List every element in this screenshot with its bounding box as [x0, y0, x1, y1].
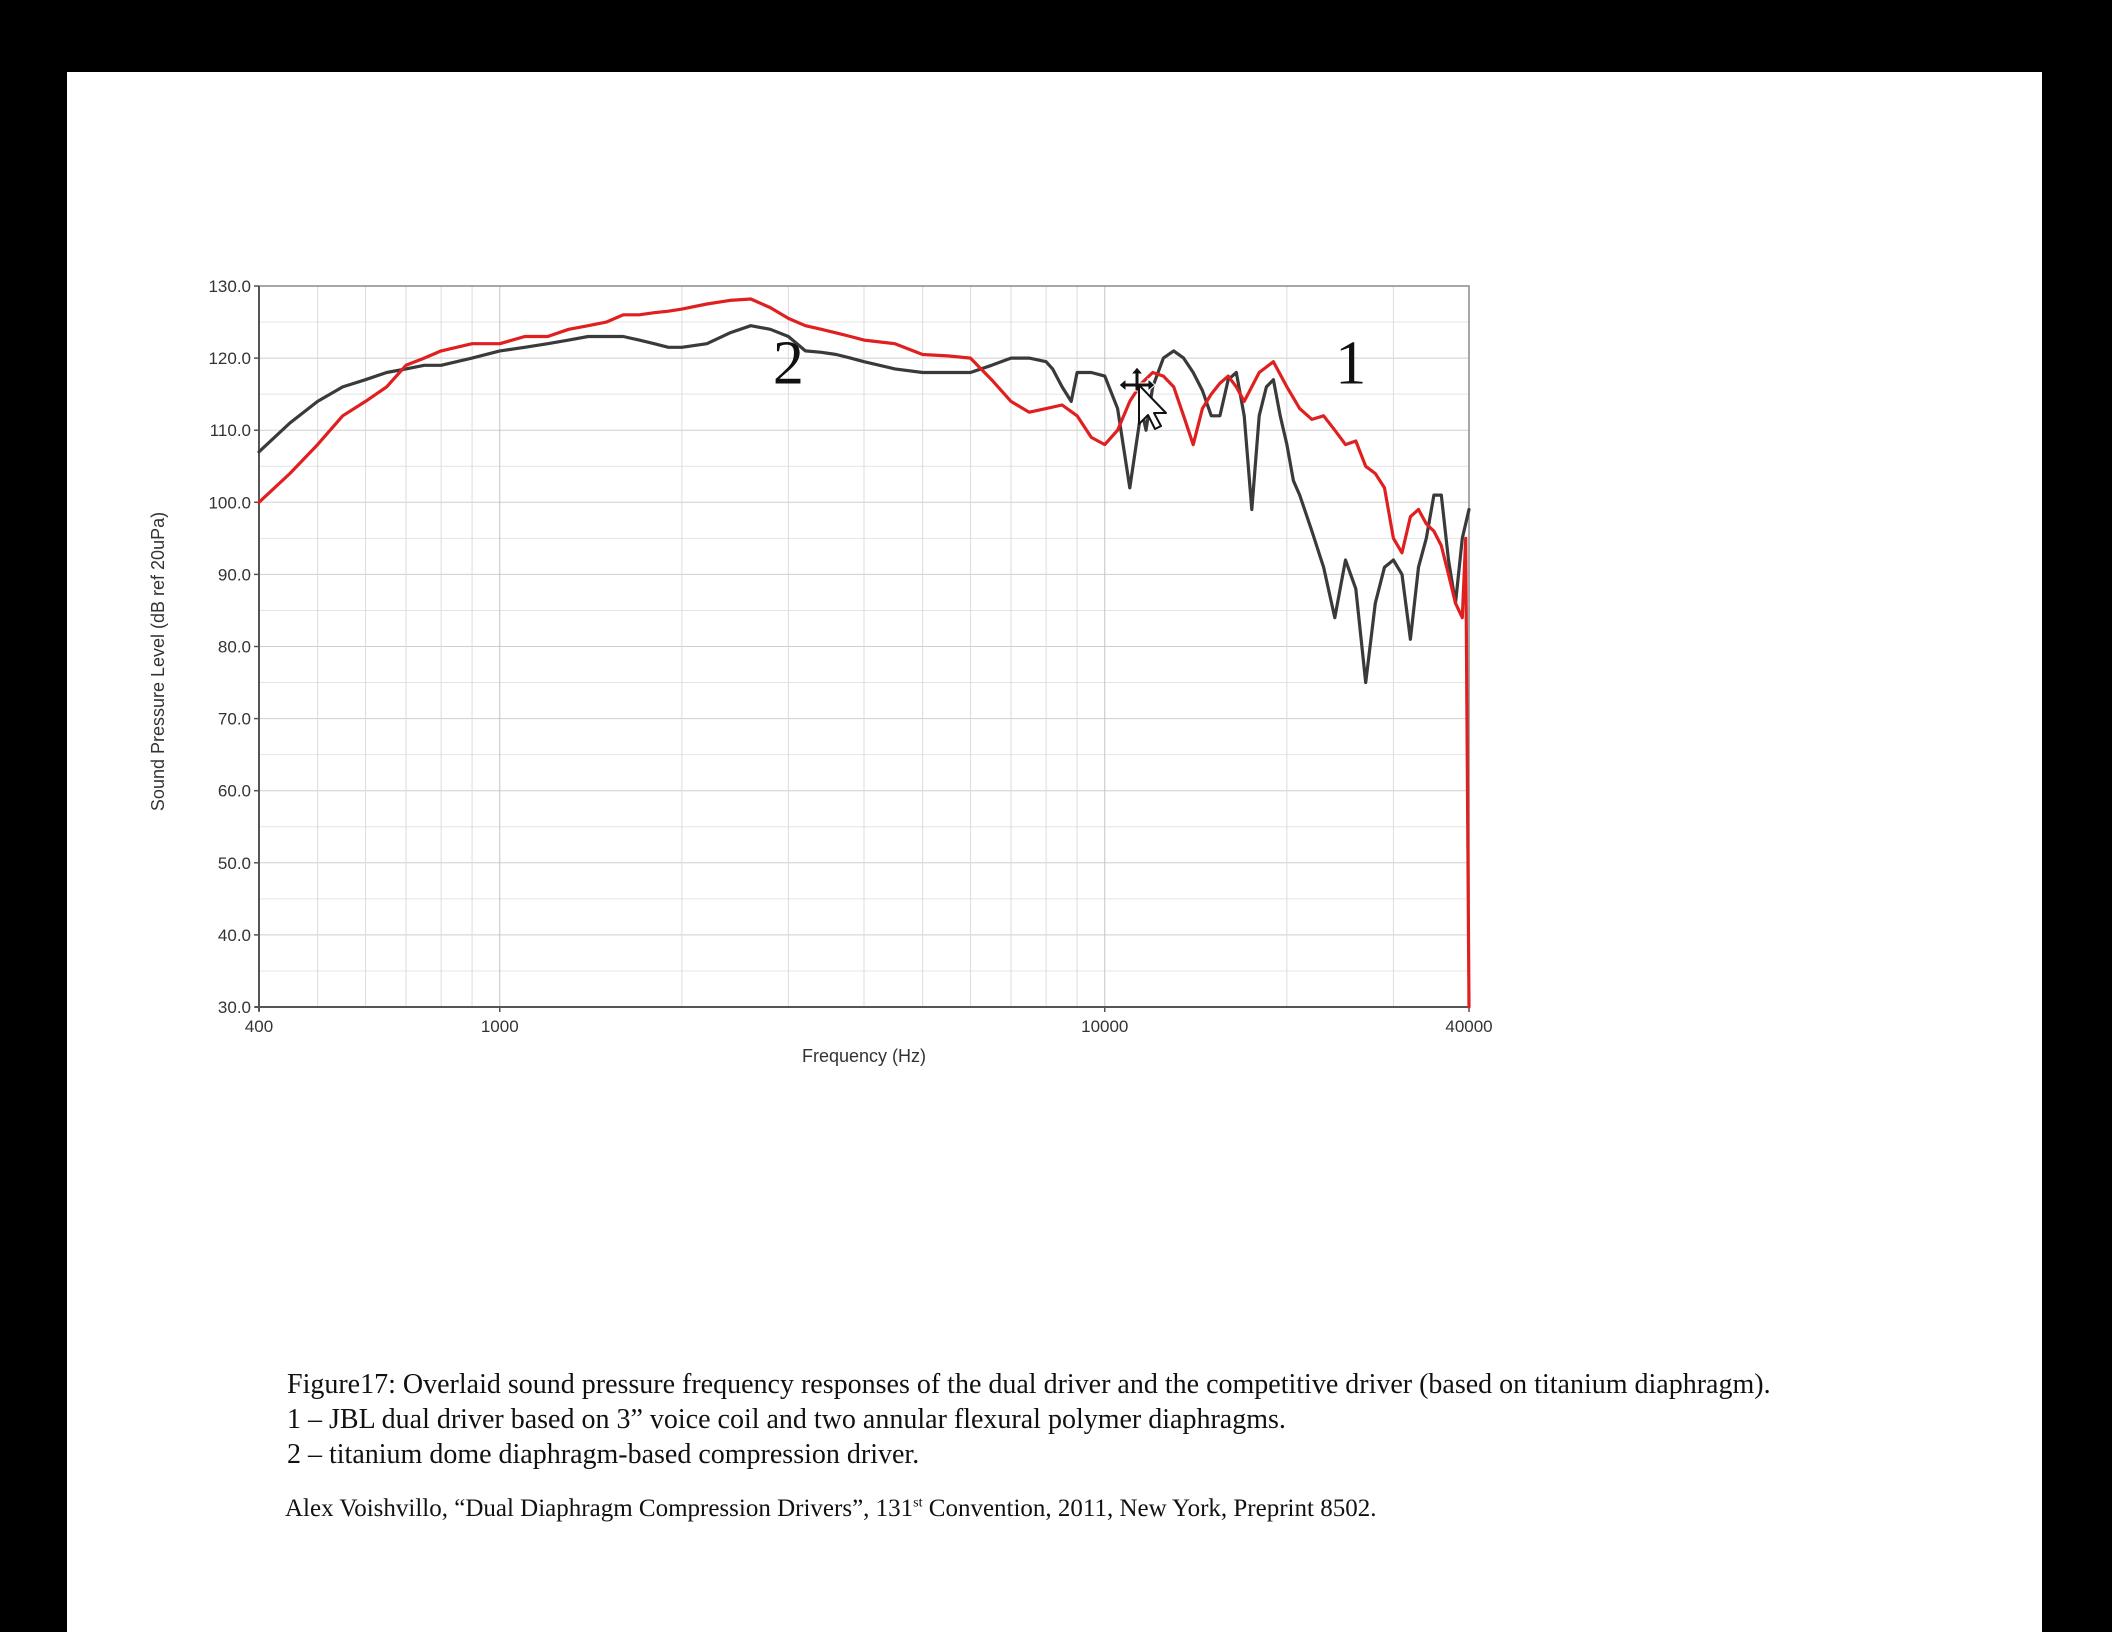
move-cursor-icon — [1118, 366, 1167, 430]
x-axis-title: Frequency (Hz) — [802, 1046, 926, 1066]
x-tick-label: 400 — [245, 1017, 273, 1036]
figure-caption: Figure17: Overlaid sound pressure freque… — [287, 1367, 2047, 1472]
curve-label-1: 1 — [1335, 330, 1366, 398]
y-tick-label: 60.0 — [218, 782, 251, 801]
x-tick-label: 1000 — [481, 1017, 519, 1036]
y-axis-title: Sound Pressure Level (dB ref 20uPa) — [148, 512, 168, 811]
series-line-1 — [257, 297, 1471, 1009]
y-tick-label: 120.0 — [208, 349, 251, 368]
series-line-2 — [257, 324, 1471, 685]
y-tick-label: 110.0 — [210, 421, 251, 440]
y-tick-label: 30.0 — [218, 998, 251, 1017]
x-tick-label: 10000 — [1081, 1017, 1128, 1036]
y-tick-label: 70.0 — [218, 710, 251, 729]
y-tick-label: 90.0 — [218, 565, 251, 584]
citation-text: Alex Voishvillo, “Dual Diaphragm Compres… — [285, 1495, 914, 1522]
curve-label-2: 2 — [773, 330, 804, 398]
caption-line-1: Figure17: Overlaid sound pressure freque… — [287, 1369, 1771, 1400]
x-tick-label: 40000 — [1445, 1017, 1492, 1036]
y-tick-label: 80.0 — [218, 638, 251, 657]
y-tick-label: 40.0 — [218, 926, 251, 945]
citation: Alex Voishvillo, “Dual Diaphragm Compres… — [285, 1495, 1376, 1523]
caption-line-3: 2 – titanium dome diaphragm-based compre… — [287, 1439, 920, 1470]
frequency-response-chart: 30.040.050.060.070.080.090.0100.0110.012… — [148, 277, 1493, 1066]
citation-text-end: Convention, 2011, New York, Preprint 850… — [922, 1495, 1377, 1522]
y-tick-label: 130.0 — [208, 277, 251, 296]
citation-superscript: st — [913, 1495, 923, 1511]
slide: 30.0 40.0 50.0 60.0 70.0 80.0 90.0 100.0 110.0 12… — [67, 72, 2042, 1632]
y-tick-label: 100.0 — [208, 493, 251, 512]
caption-line-2: 1 – JBL dual driver based on 3” voice co… — [287, 1404, 1286, 1435]
y-tick-label: 50.0 — [218, 854, 251, 873]
